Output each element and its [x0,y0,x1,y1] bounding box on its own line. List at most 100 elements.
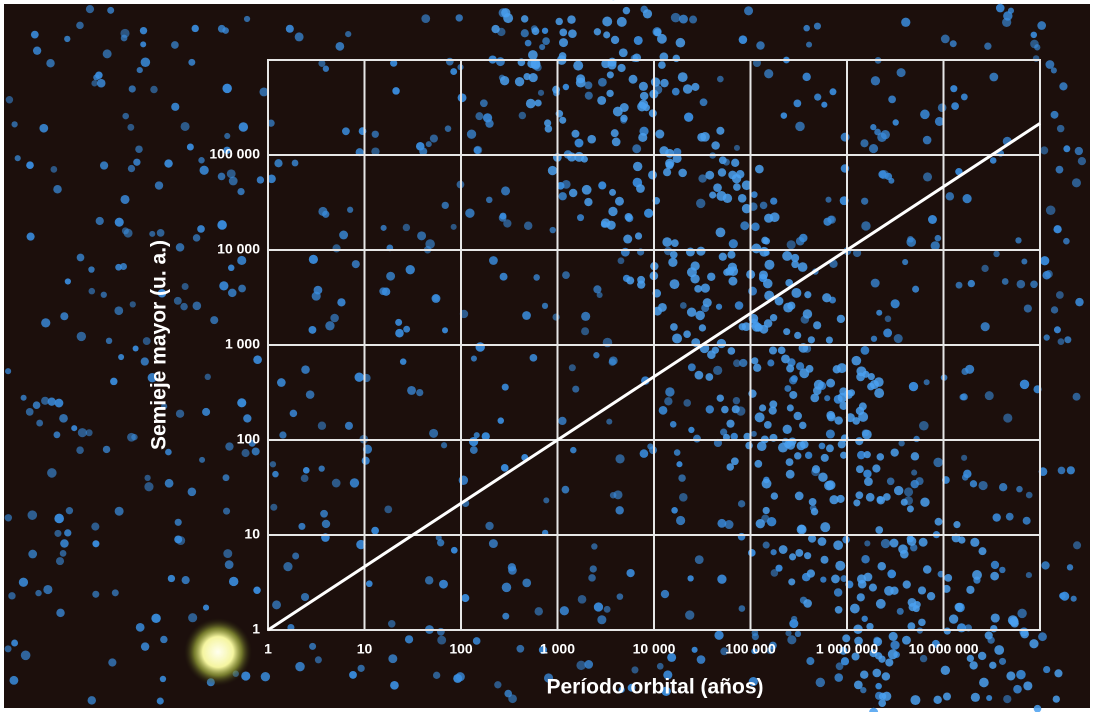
star-dot [787,404,794,411]
star-dot [853,499,860,506]
star-dot [525,40,532,47]
star-dot [719,253,727,261]
star-dot [923,136,932,145]
star-dot [887,570,896,579]
star-dot [887,478,895,486]
star-dot [594,28,601,35]
star-dot [871,279,880,288]
star-dot [858,412,868,422]
star-dot [474,146,481,153]
star-dot [970,538,979,547]
star-dot [1063,145,1070,152]
star-dot [683,399,691,407]
star-dot [309,255,318,264]
star-dot [981,322,990,331]
star-dot [789,619,798,628]
star-dot [1053,695,1060,702]
star-dot [1043,666,1050,673]
star-dot [619,48,628,57]
star-dot [834,416,842,424]
star-dot [28,510,38,520]
star-dot [755,165,764,174]
star-dot [140,27,147,34]
star-dot [879,693,886,700]
star-dot [754,460,762,468]
star-dot [1002,278,1009,285]
star-dot [927,592,935,600]
star-dot [432,294,441,303]
star-dot [425,576,433,584]
x-tick-label: 1 000 000 [816,641,878,657]
star-dot [803,25,810,32]
star-dot [65,278,71,284]
star-dot [676,461,682,467]
star-dot [732,174,741,183]
star-dot [705,373,713,381]
star-dot [508,694,517,703]
star-dot [133,346,139,352]
star-dot [884,586,894,596]
star-dot [826,480,836,490]
star-dot [516,645,524,653]
star-dot [33,401,41,409]
star-dot [785,630,791,636]
star-dot [659,406,668,415]
star-dot [292,160,299,167]
star-dot [837,315,845,323]
star-dot [764,421,772,429]
star-dot [695,555,704,564]
star-dot [623,235,632,244]
star-dot [742,322,751,331]
star-dot [822,293,831,302]
star-dot [764,260,774,270]
star-dot [458,93,467,102]
star-dot [107,7,114,14]
star-dot [631,666,638,673]
star-dot [197,225,205,233]
star-dot [228,289,237,298]
star-dot [695,371,704,380]
star-dot [306,390,315,399]
star-dot [1026,492,1033,499]
star-dot [542,303,548,309]
star-dot [907,622,915,630]
star-dot [661,590,669,598]
star-dot [521,29,529,37]
star-dot [877,453,885,461]
star-dot [1044,334,1050,340]
star-dot [1030,280,1038,288]
star-dot [223,474,230,481]
star-dot [821,454,829,462]
star-dot [1051,111,1059,119]
star-dot [782,251,792,261]
star-dot [811,508,818,515]
star-dot [494,681,501,688]
star-dot [528,50,538,60]
star-dot [816,678,825,687]
star-dot [679,493,688,502]
star-dot [78,428,87,437]
star-dot [662,237,672,247]
star-dot [812,465,820,473]
star-dot [151,614,160,623]
star-dot [979,678,989,688]
star-dot [345,422,353,430]
star-dot [301,474,309,482]
star-dot [933,696,941,704]
star-dot [253,586,260,593]
star-dot [562,486,570,494]
star-dot [696,199,705,208]
star-dot [426,141,432,147]
star-dot [95,71,103,79]
star-dot [270,504,277,511]
x-tick-label: 1 000 [540,641,575,657]
star-dot [532,27,540,35]
star-dot [568,29,577,38]
star-dot [312,292,321,301]
star-dot [913,436,919,442]
star-dot [1075,147,1083,155]
star-dot [1067,564,1073,570]
star-dot [277,378,286,387]
star-dot [430,134,438,142]
star-dot [60,312,68,320]
